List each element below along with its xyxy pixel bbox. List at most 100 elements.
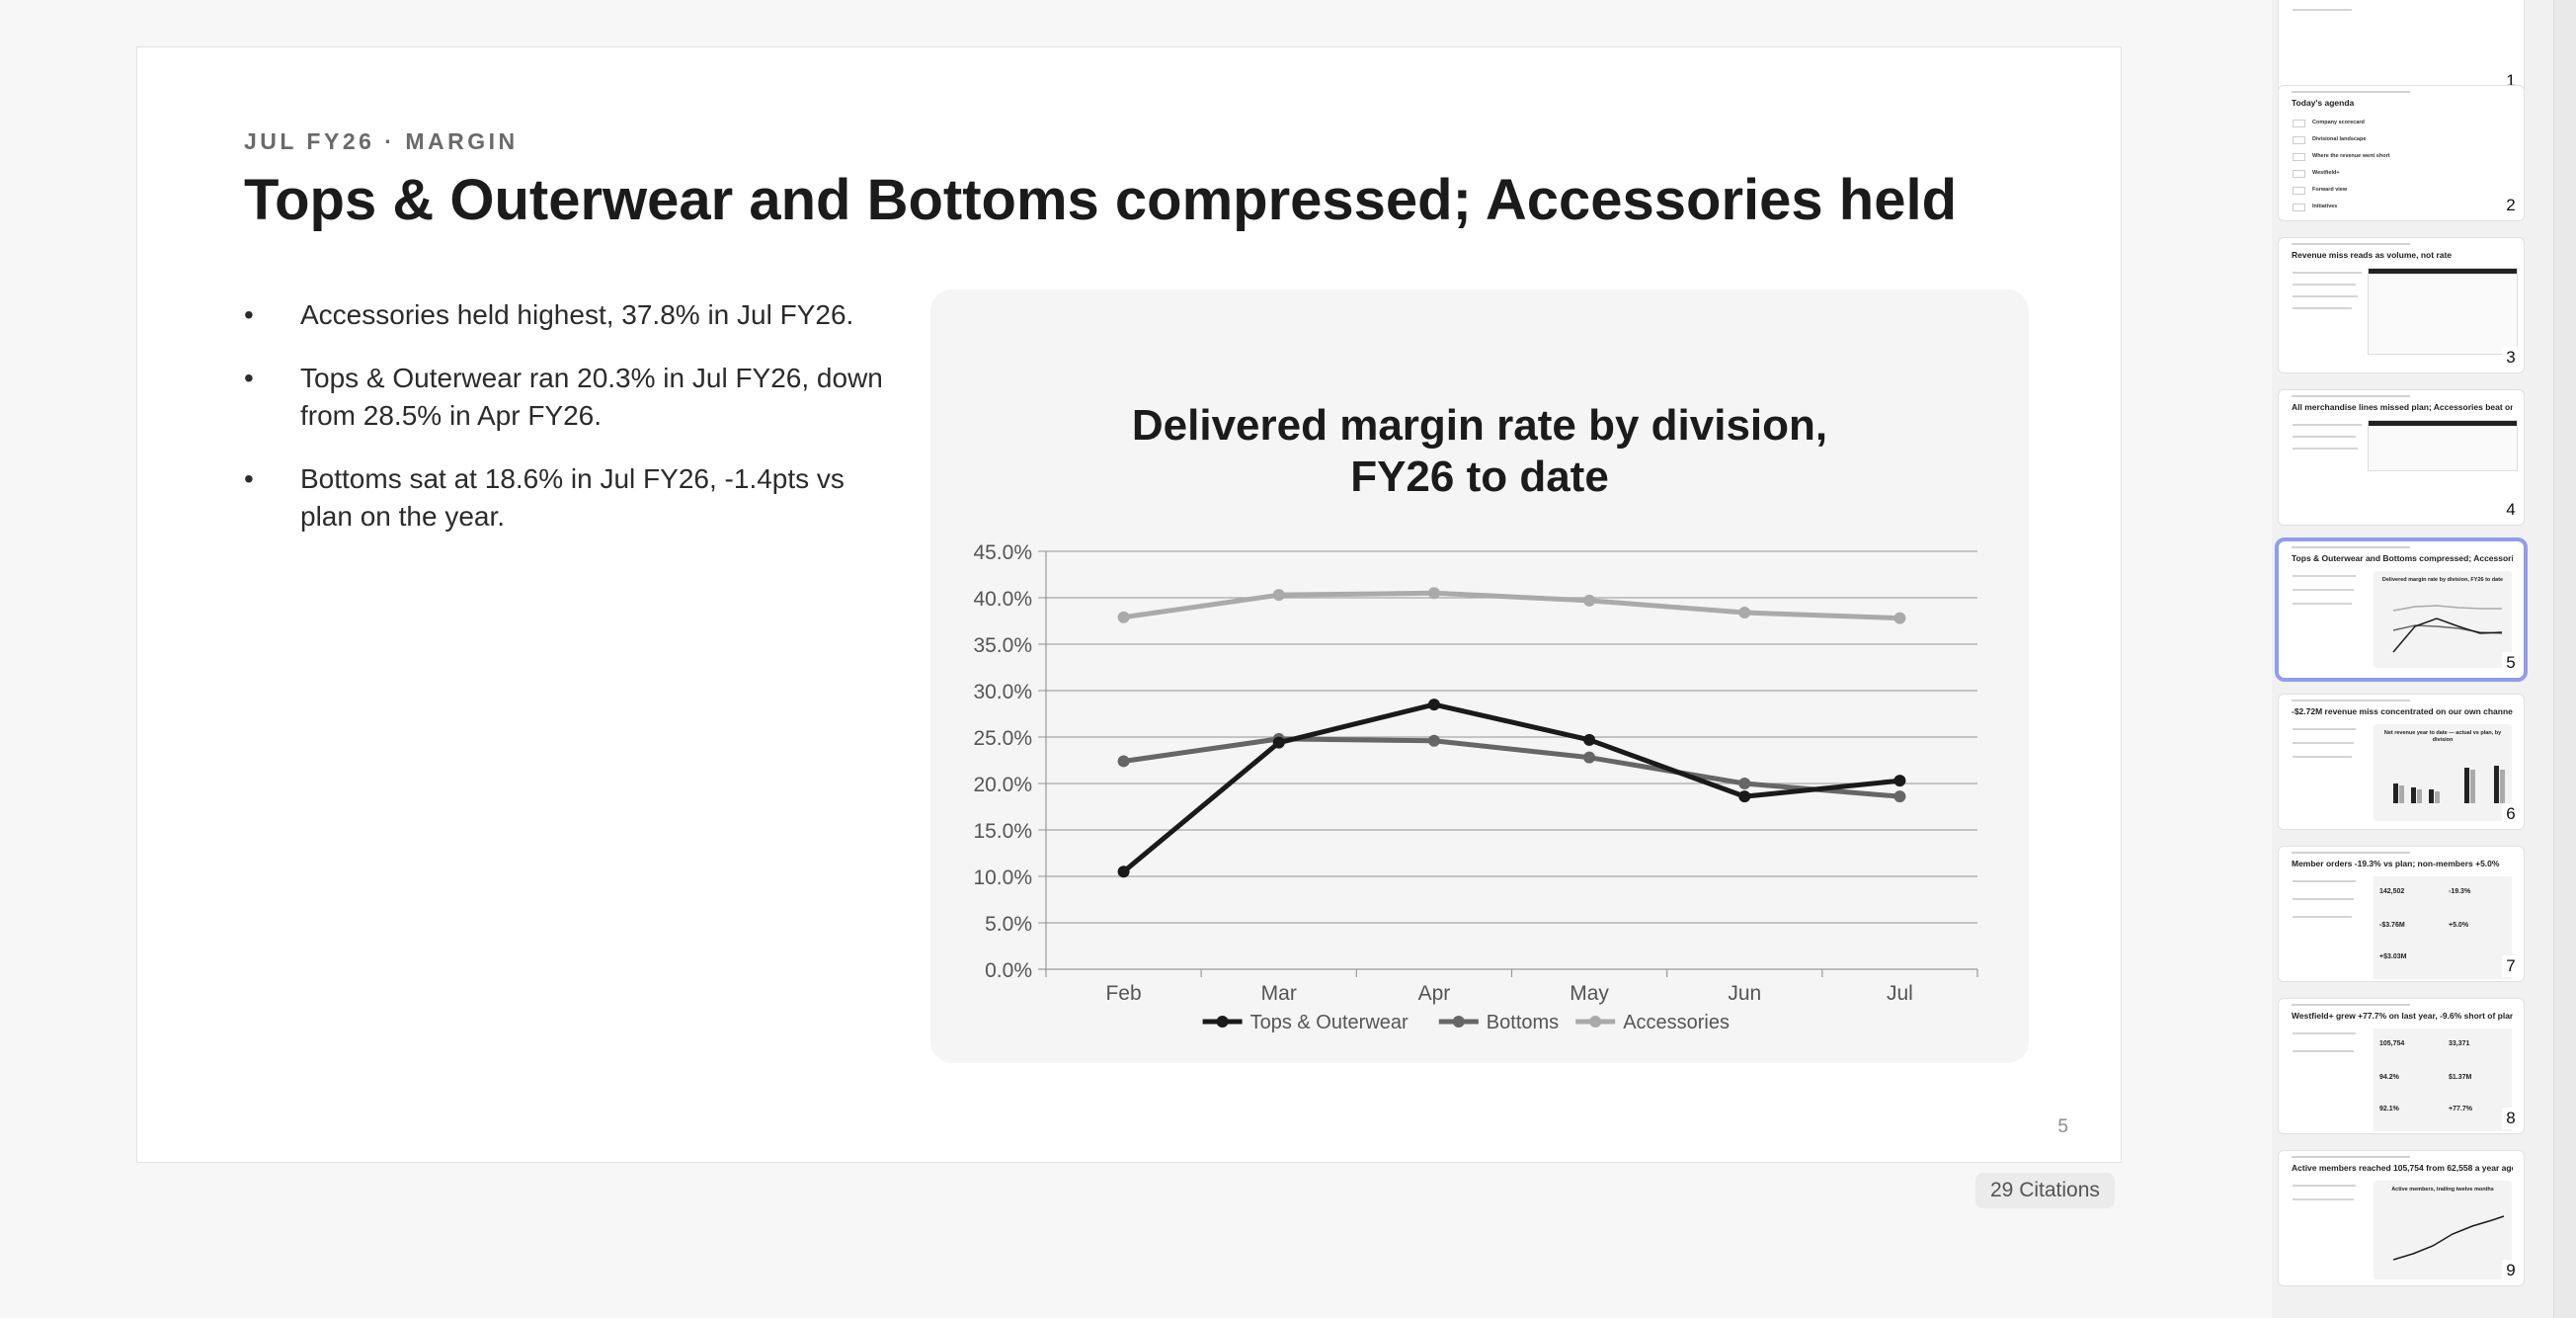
- x-tick-label: Feb: [1105, 982, 1141, 1005]
- thumb-text-line: [2293, 436, 2356, 438]
- thumb-kpi: -19.3%: [2449, 888, 2471, 895]
- slide-thumbnail-3[interactable]: Revenue miss reads as volume, not rate 3: [2278, 237, 2525, 373]
- thumb-text-line: [2293, 880, 2356, 882]
- slide-thumbnail-rail[interactable]: 1 Today's agenda Company scorecard Divis…: [2272, 0, 2576, 1318]
- thumb-eyebrow: [2292, 546, 2410, 548]
- bullet-glyph: •: [244, 363, 254, 393]
- slide-thumbnail-6[interactable]: -$2.72M revenue miss concentrated on our…: [2278, 694, 2525, 830]
- citations-button[interactable]: 29 Citations: [1975, 1173, 2115, 1208]
- thumb-number: 9: [2502, 1260, 2520, 1281]
- thumb-chart-lines: [2392, 1215, 2505, 1261]
- data-point: [1738, 778, 1751, 789]
- data-point: [1117, 755, 1130, 768]
- thumb-chart: Net revenue year to date — actual vs pla…: [2374, 724, 2512, 821]
- slide-thumbnail-5[interactable]: Tops & Outerwear and Bottoms compressed;…: [2275, 537, 2528, 682]
- data-point: [1893, 790, 1906, 803]
- y-tick-label: 40.0%: [973, 588, 1032, 611]
- y-tick-label: 20.0%: [973, 774, 1032, 796]
- thumb-chart-title: Delivered margin rate by division, FY26 …: [2381, 577, 2504, 583]
- agenda-marker: [2293, 136, 2305, 144]
- slide-eyebrow: JUL FY26 · MARGIN: [244, 128, 519, 154]
- thumb-eyebrow: [2292, 700, 2410, 701]
- rail-scrollbar[interactable]: [2553, 0, 2576, 1318]
- thumb-text-line: [2293, 448, 2358, 450]
- thumb-chart: Delivered margin rate by division, FY26 …: [2374, 571, 2512, 668]
- thumb-agenda-item: Divisional landscape: [2312, 136, 2367, 142]
- series-line: [1121, 736, 1902, 799]
- y-tick-label: 45.0%: [973, 541, 1032, 564]
- legend-swatch-marker: [1589, 1016, 1602, 1028]
- thumb-agenda-item: Company scorecard: [2312, 120, 2365, 125]
- thumb-chart-title: Net revenue year to date — actual vs pla…: [2383, 730, 2502, 743]
- thumb-text-line: [2293, 9, 2352, 11]
- y-tick-label: 35.0%: [973, 634, 1032, 657]
- chart-legend: Tops & Outerwear Bottoms Accessories: [1202, 1012, 1730, 1033]
- y-tick-label: 15.0%: [973, 820, 1032, 843]
- data-point: [1893, 612, 1906, 624]
- data-point: [1893, 775, 1906, 787]
- thumb-text-line: [2293, 575, 2356, 577]
- x-tick-label: Jun: [1728, 982, 1761, 1005]
- agenda-marker: [2293, 120, 2305, 127]
- thumb-title: Member orders -19.3% vs plan; non-member…: [2292, 859, 2500, 868]
- thumb-eyebrow: [2292, 1004, 2410, 1006]
- legend-label: Bottoms: [1487, 1012, 1559, 1033]
- data-point: [1117, 611, 1130, 623]
- data-point: [1272, 736, 1285, 749]
- chart-series: [1117, 587, 1906, 878]
- thumb-table: [2368, 268, 2518, 355]
- slide-thumbnail-1[interactable]: 1: [2278, 0, 2525, 97]
- thumb-number: 8: [2502, 1108, 2520, 1129]
- slide-thumbnail-8[interactable]: Westfield+ grew +77.7% on last year, -9.…: [2278, 998, 2525, 1134]
- data-point: [1583, 733, 1596, 746]
- thumb-number: 3: [2502, 347, 2520, 369]
- data-point: [1427, 587, 1440, 600]
- slide-thumbnail-2[interactable]: Today's agenda Company scorecard Divisio…: [2278, 85, 2525, 221]
- x-tick-label: Mar: [1261, 982, 1297, 1005]
- margin-line-chart: Delivered margin rate by division, FY26 …: [973, 401, 1978, 1033]
- thumb-kpi: -$3.76M: [2379, 922, 2405, 929]
- thumb-text-line: [2293, 295, 2358, 297]
- series-line: [1121, 701, 1902, 874]
- thumb-table: [2368, 420, 2518, 471]
- thumb-title: -$2.72M revenue miss concentrated on our…: [2292, 706, 2513, 716]
- thumb-title: Westfield+ grew +77.7% on last year, -9.…: [2292, 1011, 2513, 1021]
- agenda-marker: [2293, 187, 2305, 195]
- bullet-text: Bottoms sat at 18.6% in Jul FY26, -1.4pt…: [300, 463, 845, 532]
- thumb-title: Active members reached 105,754 from 62,5…: [2292, 1163, 2513, 1173]
- y-tick-label: 30.0%: [973, 681, 1032, 703]
- thumb-title: Tops & Outerwear and Bottoms compressed;…: [2292, 553, 2513, 563]
- legend-label: Accessories: [1623, 1012, 1730, 1033]
- thumb-text-line: [2293, 603, 2352, 605]
- slide-stage: JUL FY26 · MARGIN Tops & Outerwear and B…: [136, 46, 2122, 1208]
- bullet-list: • Accessories held highest, 37.8% in Jul …: [244, 296, 886, 561]
- thumb-chart: Active members, trailing twelve months: [2374, 1181, 2512, 1279]
- thumb-number: 7: [2502, 955, 2520, 977]
- slide-canvas[interactable]: JUL FY26 · MARGIN Tops & Outerwear and B…: [136, 46, 2122, 1163]
- slide-thumbnail-7[interactable]: Member orders -19.3% vs plan; non-member…: [2278, 846, 2525, 982]
- thumb-agenda-item: Forward view: [2312, 187, 2348, 193]
- thumb-text-line: [2293, 728, 2356, 730]
- series-line: [1121, 590, 1902, 621]
- thumb-agenda-item: Where the revenue went short: [2312, 153, 2390, 159]
- thumb-eyebrow: [2292, 1156, 2410, 1158]
- data-point: [1427, 734, 1440, 747]
- bullet-glyph: •: [244, 463, 254, 494]
- bullet-item: • Bottoms sat at 18.6% in Jul FY26, -1.4p…: [244, 460, 886, 535]
- slide-thumbnail-4[interactable]: All merchandise lines missed plan; Acces…: [2278, 389, 2525, 526]
- thumb-title: Revenue miss reads as volume, not rate: [2292, 250, 2453, 260]
- thumb-agenda-item: Westfield+: [2312, 170, 2340, 176]
- thumb-kpi: 142,502: [2379, 888, 2405, 895]
- legend-swatch-marker: [1452, 1016, 1465, 1028]
- thumb-kpi: $1.37M: [2449, 1074, 2472, 1081]
- x-tick-label: May: [1570, 982, 1609, 1005]
- thumb-text-line: [2293, 284, 2356, 286]
- thumb-number: 4: [2502, 499, 2520, 521]
- bullet-text: Tops & Outerwear ran 20.3% in Jul FY26, …: [300, 363, 883, 431]
- thumb-eyebrow: [2292, 395, 2410, 397]
- thumb-chart-title: Active members, trailing twelve months: [2391, 1187, 2494, 1193]
- agenda-marker: [2293, 170, 2305, 178]
- thumb-text-line: [2293, 898, 2354, 900]
- slide-thumbnail-9[interactable]: Active members reached 105,754 from 62,5…: [2278, 1150, 2525, 1286]
